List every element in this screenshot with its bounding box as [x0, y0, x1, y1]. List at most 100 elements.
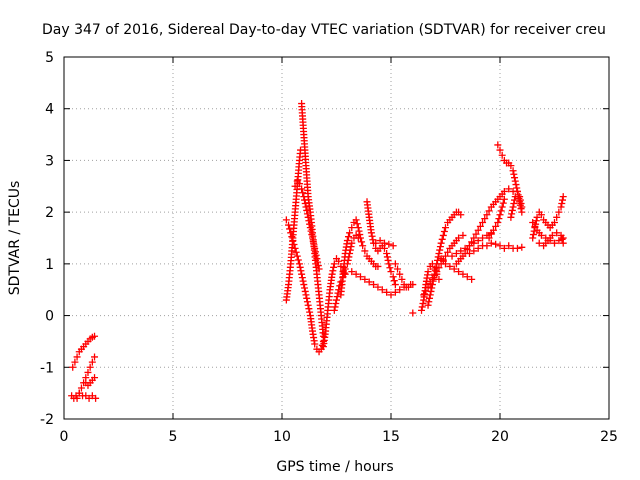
- data-point: [295, 180, 303, 188]
- data-point: [485, 207, 493, 215]
- data-point: [385, 260, 393, 268]
- data-point: [88, 358, 96, 366]
- x-tick-label: 25: [600, 429, 618, 445]
- data-point: [330, 260, 338, 268]
- data-point: [394, 265, 402, 273]
- data-point: [555, 237, 563, 245]
- data-point: [465, 250, 473, 258]
- data-point: [479, 234, 487, 242]
- data-point: [455, 234, 463, 242]
- data-point: [92, 394, 100, 402]
- data-point: [553, 229, 561, 237]
- y-axis-label: SDTVAR / TECUs: [7, 181, 23, 296]
- data-point: [304, 301, 312, 309]
- data-point: [91, 332, 99, 340]
- data-point: [396, 286, 404, 294]
- data-point: [431, 267, 439, 275]
- data-point: [424, 301, 432, 309]
- data-point: [496, 211, 504, 219]
- data-point: [359, 242, 367, 250]
- data-point: [387, 268, 395, 276]
- data-point: [358, 238, 366, 246]
- data-point: [389, 273, 397, 281]
- data-point: [296, 263, 304, 271]
- data-point: [468, 238, 476, 246]
- data-point: [335, 257, 343, 265]
- data-point: [452, 250, 460, 258]
- data-point: [494, 218, 502, 226]
- data-point: [509, 203, 517, 211]
- data-point: [383, 250, 391, 258]
- data-point: [73, 353, 81, 361]
- data-point: [516, 193, 524, 201]
- data-point: [77, 384, 85, 392]
- data-point: [435, 275, 443, 283]
- data-point: [511, 177, 519, 185]
- data-point: [367, 229, 375, 237]
- data-point: [384, 256, 392, 264]
- x-tick-label: 20: [491, 429, 509, 445]
- data-point: [346, 229, 354, 237]
- data-point: [91, 374, 99, 382]
- data-point: [512, 181, 520, 189]
- data-point: [428, 281, 436, 289]
- data-point: [356, 231, 364, 239]
- data-point: [303, 206, 311, 214]
- data-point: [298, 185, 306, 193]
- data-point: [295, 260, 303, 268]
- data-point: [442, 252, 449, 260]
- data-point: [463, 273, 471, 281]
- data-point: [529, 218, 537, 226]
- data-point: [390, 277, 398, 285]
- data-point: [299, 277, 307, 285]
- data-point: [531, 222, 539, 230]
- data-point: [409, 281, 417, 289]
- data-point: [426, 294, 434, 302]
- data-point: [389, 242, 397, 250]
- data-point: [344, 233, 352, 241]
- data-point: [69, 363, 77, 371]
- data-point: [429, 277, 437, 285]
- data-point: [500, 244, 508, 252]
- data-point: [509, 167, 517, 175]
- data-point: [495, 215, 503, 223]
- data-point: [330, 263, 338, 271]
- data-point: [434, 256, 442, 264]
- data-point: [352, 216, 360, 224]
- data-point: [497, 207, 505, 215]
- data-point: [474, 226, 482, 234]
- data-point: [557, 231, 565, 239]
- data-point: [391, 260, 399, 268]
- data-point: [446, 262, 454, 270]
- data-point: [374, 262, 382, 270]
- data-point: [436, 246, 444, 254]
- data-point: [468, 275, 476, 283]
- data-point: [428, 284, 436, 292]
- data-point: [498, 203, 506, 211]
- data-point: [558, 200, 566, 208]
- data-point: [297, 267, 305, 275]
- data-point: [457, 211, 465, 219]
- data-point: [463, 246, 471, 254]
- data-point: [444, 248, 452, 256]
- data-point: [505, 185, 513, 193]
- data-point: [398, 275, 406, 283]
- data-point: [537, 211, 545, 219]
- data-point: [472, 230, 480, 238]
- data-point: [301, 200, 309, 208]
- data-point: [73, 394, 81, 402]
- chart-title: Day 347 of 2016, Sidereal Day-to-day VTE…: [42, 22, 606, 38]
- data-point: [348, 224, 356, 232]
- data-point: [548, 231, 556, 239]
- data-point: [474, 244, 482, 252]
- data-point: [558, 235, 566, 243]
- data-point: [71, 358, 79, 366]
- data-point: [500, 187, 508, 195]
- data-point: [91, 353, 99, 361]
- data-point: [355, 227, 363, 235]
- data-point: [553, 213, 561, 221]
- data-point: [383, 253, 391, 261]
- data-point: [286, 225, 294, 233]
- data-point: [311, 340, 319, 348]
- data-point: [383, 288, 391, 296]
